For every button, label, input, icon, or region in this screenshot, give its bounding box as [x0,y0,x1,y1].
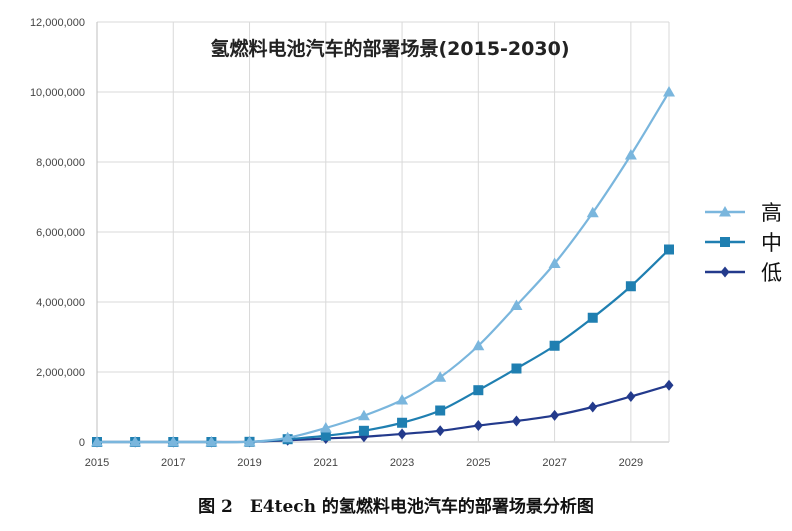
data-point-mid [587,312,598,323]
data-point-mid [320,430,331,441]
legend-label-high: 高 [761,201,782,225]
data-point-low [435,425,445,437]
data-point-high [434,371,447,382]
gridlines [96,21,670,443]
y-tick-label: 2,000,000 [36,367,85,379]
data-point-low [588,401,598,413]
data-point-mid [358,425,369,436]
axes: 0 2,000,000 4,000,000 6,000,000 8,000,000 10,… [30,17,643,469]
data-point-high [624,149,637,160]
data-point-low [626,391,636,402]
x-tick-label: 2027 [542,457,566,469]
data-point-high [586,206,599,218]
data-point-low [511,415,521,427]
data-point-high [281,431,294,443]
data-point-high [548,257,561,268]
legend-marker-low [720,266,730,278]
data-point-high [205,436,218,447]
data-point-high [91,436,103,447]
legend-marker-mid [720,237,730,247]
data-point-high [167,436,180,447]
legend-label-mid: 中 [761,231,782,255]
y-tick-label: 10,000,000 [30,87,85,99]
y-tick-label: 4,000,000 [36,297,85,309]
series [91,86,675,448]
data-point-high [319,422,332,433]
data-point-high [510,299,523,310]
x-tick-label: 2029 [619,457,643,469]
legend-marker-high [719,206,731,217]
data-point-high [396,394,409,405]
x-tick-label: 2017 [161,457,185,469]
legend: 高中低 [705,201,782,285]
data-point-high [472,339,485,351]
y-tick-label: 8,000,000 [36,157,85,169]
data-point-low [473,420,483,432]
legend-label-low: 低 [761,261,782,285]
x-tick-label: 2019 [237,457,261,469]
line-chart: 0 2,000,000 4,000,000 6,000,000 8,000,000 10,… [30,17,782,469]
data-point-low [397,428,407,440]
data-point-mid [549,340,560,351]
y-tick-label: 12,000,000 [30,17,85,29]
data-point-mid [435,405,446,416]
x-tick-label: 2015 [85,457,109,469]
data-point-mid [625,281,636,292]
series-line-mid [97,248,670,444]
data-point-high [663,86,675,97]
figure-caption: 图 2 E4tech 的氢燃料电池汽车的部署场景分析图 [198,497,594,517]
data-point-high [357,409,370,421]
data-point-low [550,409,560,421]
x-tick-label: 2025 [466,457,490,469]
data-point-mid [397,417,408,428]
y-tick-label: 6,000,000 [36,227,85,239]
data-point-high [129,436,142,447]
data-point-mid [473,385,484,396]
x-tick-label: 2023 [390,457,414,469]
data-point-low [664,379,674,391]
data-point-mid [664,244,674,255]
series-line-low [97,384,670,444]
y-tick-label: 0 [79,437,85,449]
data-point-high [243,435,256,447]
series-line-high [97,91,670,444]
chart-title: 氢燃料电池汽车的部署场景(2015-2030) [210,37,569,60]
data-point-mid [511,363,522,374]
x-tick-label: 2021 [314,457,338,469]
